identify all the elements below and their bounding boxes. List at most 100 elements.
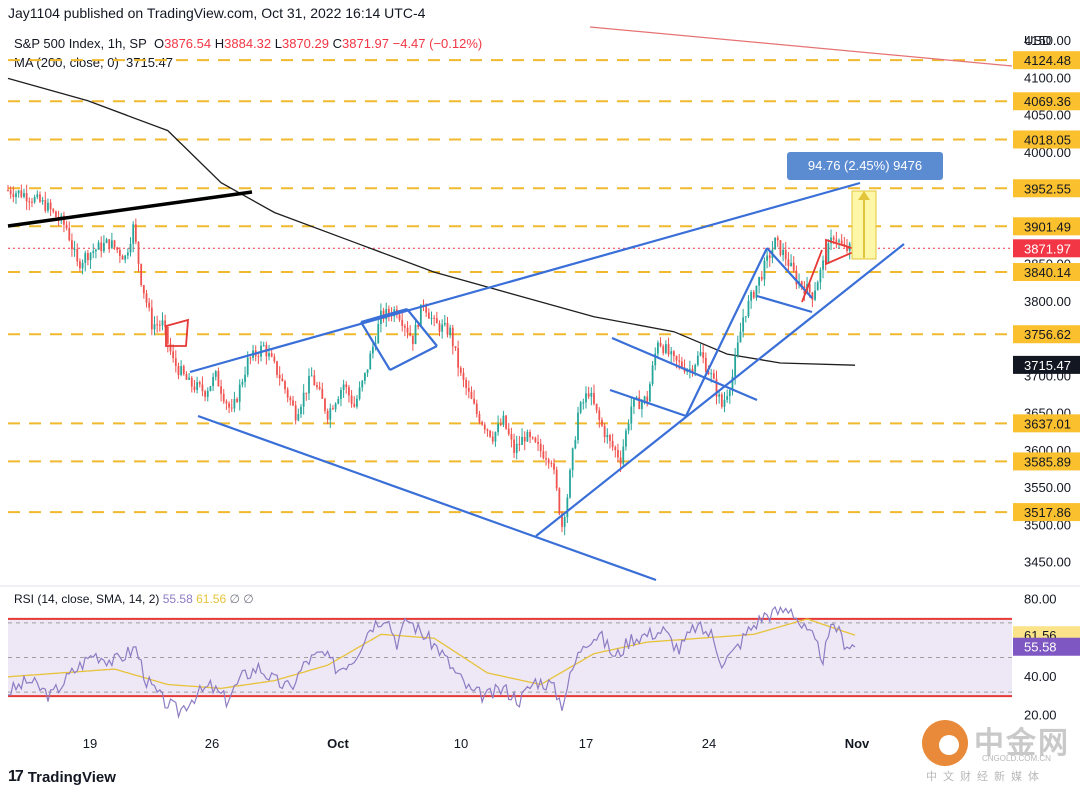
level-tag-label: 3585.89	[1024, 454, 1071, 469]
candle-body	[97, 242, 100, 250]
rsi-tick-label: 40.00	[1024, 669, 1057, 684]
candle-body	[310, 375, 313, 377]
candle-body	[281, 378, 284, 382]
candle-body	[649, 384, 651, 402]
candle-body	[790, 262, 792, 267]
candle-body	[204, 391, 207, 397]
candle-body	[601, 420, 603, 426]
candle-body	[838, 240, 840, 242]
trendlines	[7, 26, 1013, 582]
candle-body	[478, 414, 481, 423]
candle-body	[702, 352, 705, 358]
candle-body	[776, 237, 779, 241]
candle-body	[126, 252, 129, 256]
candle-body	[142, 285, 145, 294]
candle-body	[209, 386, 212, 391]
candle-body	[515, 443, 518, 453]
candle-body	[238, 384, 241, 402]
candle-body	[87, 253, 89, 261]
time-tick-label: Nov	[845, 736, 870, 751]
candle-body	[438, 323, 441, 332]
candle-body	[617, 450, 619, 458]
candle-body	[406, 327, 409, 333]
candle-body	[9, 190, 12, 195]
level-tag-label: 4018.05	[1024, 132, 1071, 147]
rsi-legend-extras: ∅ ∅	[229, 592, 254, 606]
candle-body	[545, 458, 547, 460]
candle-body	[587, 393, 590, 397]
candle-body	[638, 397, 641, 409]
candle-body	[340, 389, 342, 399]
watermark-cn: 中金网	[974, 727, 1070, 760]
open-label: O	[153, 36, 165, 51]
candle-body	[782, 249, 784, 256]
candle-body	[52, 209, 55, 212]
candle-body	[262, 345, 265, 347]
candle-body	[736, 342, 739, 356]
candle-body	[318, 387, 321, 390]
candle-body	[814, 290, 816, 300]
watermark-sub: 中文财经新媒体	[926, 771, 1045, 783]
candle-body	[55, 211, 57, 217]
candle-body	[326, 410, 329, 420]
candle-body	[148, 302, 151, 308]
candle-body	[539, 443, 542, 452]
level-tag-label: 3952.55	[1024, 181, 1071, 196]
candle-body	[699, 352, 702, 356]
level-tag-label: 3840.14	[1024, 265, 1071, 280]
candle-body	[558, 488, 561, 514]
candle-body	[499, 423, 502, 425]
level-tag	[1013, 179, 1080, 198]
candle-body	[603, 425, 606, 438]
candle-body	[553, 463, 555, 470]
candle-body	[491, 436, 494, 442]
tradingview-logo[interactable]: 17 TradingView	[8, 768, 116, 786]
candle-body	[526, 432, 529, 442]
candle-body	[246, 357, 249, 375]
candle-body	[667, 344, 670, 355]
candle-body	[483, 424, 486, 430]
candle-body	[36, 194, 39, 198]
cngold-watermark: 中金网 CNGOLD.COM.CN 中文财经新媒体	[918, 718, 1078, 788]
candle-body	[779, 240, 782, 256]
rsi-line	[7, 605, 856, 720]
candle-body	[270, 353, 273, 357]
candle-body	[350, 395, 353, 404]
candle-body	[23, 193, 25, 197]
candle-body	[470, 391, 473, 399]
candle-body	[273, 356, 276, 362]
level-tag-label: 3517.86	[1024, 505, 1071, 520]
candle-body	[505, 415, 507, 429]
last-price-tag	[1013, 239, 1080, 258]
candle-body	[595, 403, 598, 411]
rsi-band	[8, 618, 1012, 697]
candle-body	[651, 365, 654, 385]
candle-body	[830, 237, 832, 244]
ma-line-group	[7, 77, 856, 366]
level-tag	[1013, 414, 1080, 433]
measure-label-box	[787, 152, 943, 180]
wedge-upper-line	[189, 181, 861, 374]
open-value: 3876.54	[164, 36, 212, 51]
candle-body	[755, 285, 758, 298]
level-tag	[1013, 503, 1080, 522]
rsi-tick-label: 20.00	[1024, 707, 1057, 722]
candle-body	[268, 353, 270, 357]
candle-body	[308, 375, 310, 394]
measure-tool: 94.76 (2.45%) 9476	[787, 152, 943, 260]
change-value: −4.47 (−0.12%)	[392, 36, 483, 51]
candle-body	[574, 439, 577, 449]
brand-label: TradingView	[27, 768, 116, 786]
candle-body	[137, 241, 140, 265]
level-tag	[1013, 92, 1080, 111]
candle-body	[523, 436, 526, 442]
candle-body	[710, 373, 713, 375]
candle-body	[654, 353, 657, 366]
candle-body	[286, 389, 289, 398]
candle-body	[28, 201, 31, 203]
candle-body	[110, 240, 113, 248]
level-tag	[1013, 325, 1080, 344]
candle-body	[598, 410, 601, 421]
price-tick-label: 3450.00	[1024, 555, 1071, 570]
